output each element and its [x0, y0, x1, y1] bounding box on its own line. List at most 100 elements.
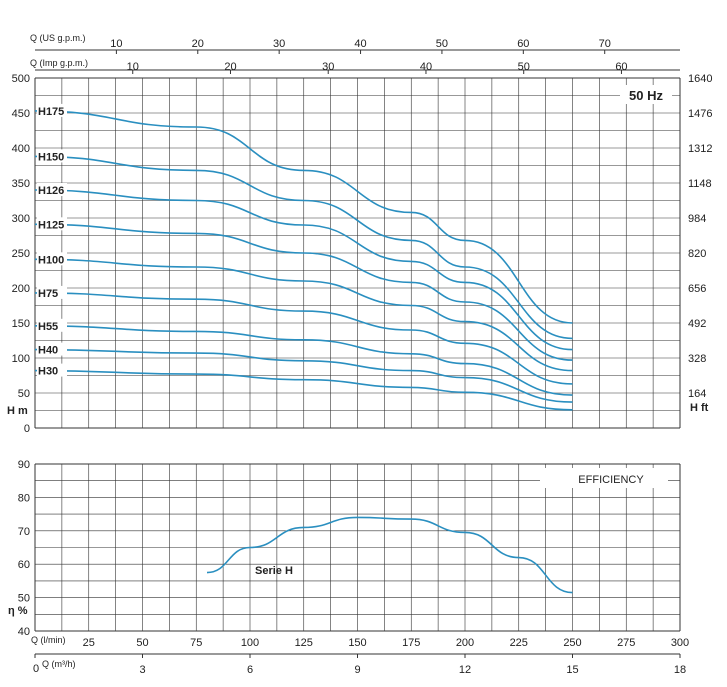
series-label-h175: H175 — [38, 106, 64, 118]
y-right-tick-label: 164 — [688, 388, 706, 400]
y-right-tick-label: 328 — [688, 353, 706, 365]
series-label-bg — [37, 252, 67, 266]
y-right-tick-label: 820 — [688, 248, 706, 260]
frequency-badge-bg — [620, 85, 672, 104]
lmin-tick-label: 150 — [348, 637, 366, 649]
us-gpm-tick-label: 60 — [517, 38, 529, 50]
us-gpm-tick-label: 50 — [436, 38, 448, 50]
efficiency-title: EFFICIENCY — [578, 474, 644, 486]
y-tick-label: 200 — [12, 283, 30, 295]
series-label-h30: H30 — [38, 366, 58, 378]
series-label-h150: H150 — [38, 151, 64, 163]
us-gpm-axis-label: Q (US g.p.m.) — [30, 33, 86, 43]
m3h-axis-label: Q (m³/h) — [42, 659, 76, 669]
lmin-tick-label: 200 — [456, 637, 474, 649]
head-curve-h40 — [34, 348, 573, 403]
imp-gpm-tick-label: 50 — [518, 61, 530, 73]
y-tick-label: 50 — [18, 388, 30, 400]
frequency-badge: 50 Hz — [629, 88, 663, 103]
efficiency-curve — [206, 516, 573, 594]
head-curve-h175 — [34, 110, 573, 324]
y-right-tick-label: 656 — [688, 283, 706, 295]
series-label-bg — [37, 183, 67, 196]
y-tick-label: 500 — [12, 73, 30, 85]
lmin-tick-label: 300 — [671, 637, 689, 649]
head-curve-h75 — [34, 292, 573, 385]
head-curve-h125 — [34, 223, 573, 361]
y-tick-label: 0 — [24, 423, 30, 435]
lmin-tick-label: 50 — [136, 637, 148, 649]
head-curve-h55 — [34, 325, 573, 396]
y-tick-label: 150 — [12, 318, 30, 330]
y-right-axis-label: H ft — [690, 402, 709, 414]
m3h-tick-label: 6 — [247, 664, 253, 676]
lmin-axis-label: Q (l/min) — [31, 635, 66, 645]
imp-gpm-tick-label: 10 — [127, 61, 139, 73]
y-tick-label: 350 — [12, 178, 30, 190]
head-curve-h100 — [34, 258, 573, 372]
us-gpm-tick-label: 10 — [110, 38, 122, 50]
y-tick-label: 100 — [12, 353, 30, 365]
lmin-tick-label: 125 — [295, 637, 313, 649]
series-label-h40: H40 — [38, 345, 58, 357]
imp-gpm-axis-label: Q (Imp g.p.m.) — [30, 58, 88, 68]
eff-y-tick-label: 50 — [18, 593, 30, 605]
y-tick-label: 400 — [12, 143, 30, 155]
lmin-tick-label: 275 — [617, 637, 635, 649]
lmin-label-bg — [31, 634, 67, 645]
series-label-h75: H75 — [38, 288, 58, 300]
us-gpm-tick-label: 70 — [599, 38, 611, 50]
m3h-tick-label: 15 — [566, 664, 578, 676]
imp-gpm-tick-label: 30 — [322, 61, 334, 73]
imp-gpm-tick-label: 40 — [420, 61, 432, 73]
eff-y-tick-label: 90 — [18, 459, 30, 471]
efficiency-title-bg — [540, 468, 668, 488]
lmin-tick-label: 25 — [83, 637, 95, 649]
us-gpm-tick-label: 30 — [273, 38, 285, 50]
series-label-h55: H55 — [38, 321, 58, 333]
imp-gpm-tick-label: 20 — [224, 61, 236, 73]
lmin-tick-label: 225 — [510, 637, 528, 649]
head-curve-h126 — [34, 189, 573, 351]
lmin-tick-label: 175 — [402, 637, 420, 649]
series-label-bg — [37, 149, 67, 163]
eff-y-tick-label: 60 — [18, 559, 30, 571]
series-label-bg — [37, 363, 67, 377]
eff-y-axis-label: η % — [8, 605, 28, 617]
series-label-bg — [37, 318, 67, 332]
us-gpm-tick-label: 20 — [192, 38, 204, 50]
y-right-tick-label: 492 — [688, 318, 706, 330]
lmin-tick-label: 100 — [241, 637, 259, 649]
eff-y-tick-label: 80 — [18, 492, 30, 504]
head-panel: 0 50 100 150 200 250 300 350 400 450 500 164 328 492 6… — [7, 33, 712, 435]
series-label-h126: H126 — [38, 185, 64, 197]
series-label-bg — [37, 342, 67, 356]
m3h-tick-label: 9 — [354, 664, 360, 676]
x-origin-label: 0 — [33, 663, 39, 675]
y-right-tick-label: 1476 — [688, 108, 712, 120]
m3h-tick-label: 18 — [674, 664, 686, 676]
lmin-tick-label: 75 — [190, 637, 202, 649]
y-right-tick-label: 1640 — [688, 73, 712, 85]
eff-y-tick-label: 40 — [18, 626, 30, 638]
series-label-bg — [37, 217, 67, 231]
imp-gpm-tick-label: 60 — [615, 61, 627, 73]
efficiency-series-label: Serie H — [255, 565, 293, 577]
y-right-tick-label: 1148 — [688, 178, 712, 190]
series-label-h100: H100 — [38, 254, 64, 266]
y-tick-label: 450 — [12, 108, 30, 120]
series-label-bg — [37, 285, 67, 299]
lmin-tick-label: 250 — [563, 637, 581, 649]
us-gpm-tick-label: 40 — [354, 38, 366, 50]
series-label-bg — [37, 103, 67, 117]
y-tick-label: 300 — [12, 213, 30, 225]
eff-y-tick-label: 70 — [18, 526, 30, 538]
y-right-tick-label: 984 — [688, 213, 706, 225]
m3h-tick-label: 12 — [459, 664, 471, 676]
y-tick-label: 250 — [12, 248, 30, 260]
y-axis-label: H m — [7, 405, 28, 417]
head-curve-h150 — [34, 155, 573, 340]
y-right-tick-label: 1312 — [688, 143, 712, 155]
